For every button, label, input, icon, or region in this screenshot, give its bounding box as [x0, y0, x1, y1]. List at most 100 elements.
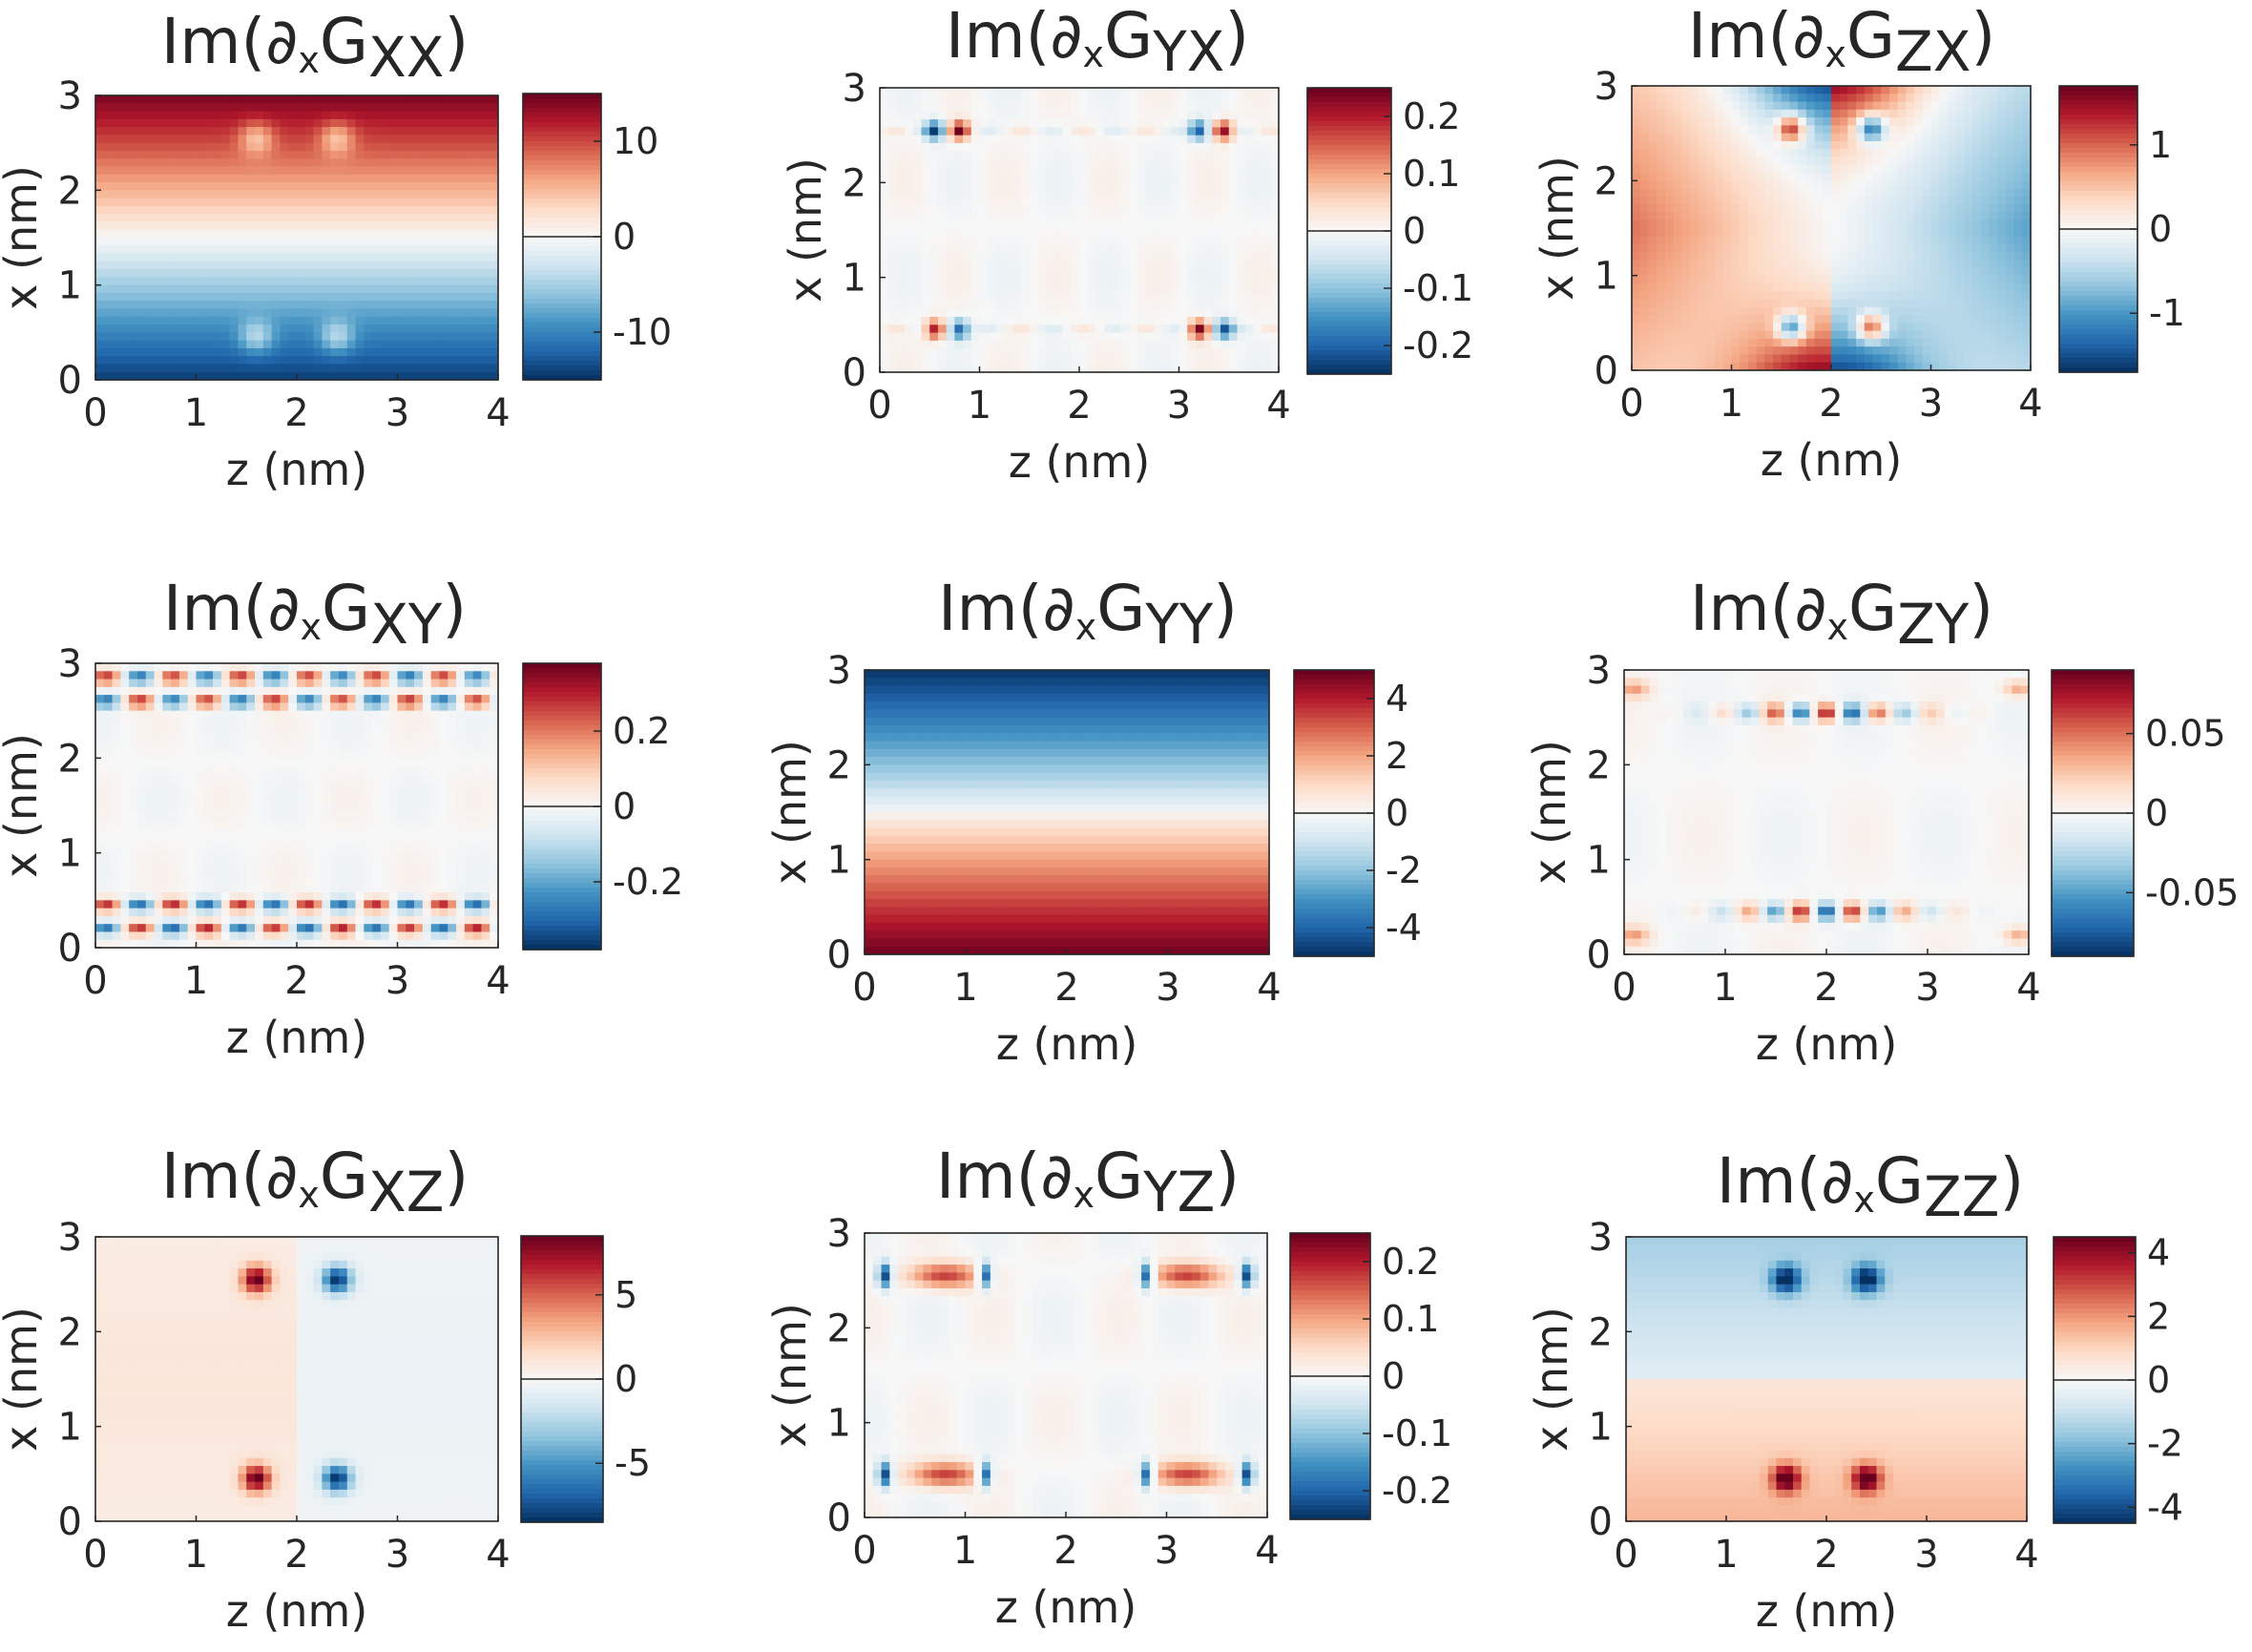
- heatmap-cell: [246, 277, 255, 285]
- heatmap-cell: [1021, 119, 1030, 128]
- heatmap-cell: [1046, 88, 1054, 96]
- heatmap-cell: [490, 182, 498, 191]
- heatmap-cell: [954, 182, 963, 191]
- colorbar-swatch: [1307, 140, 1391, 146]
- heatmap-cell: [288, 230, 297, 239]
- heatmap-cell: [330, 332, 339, 341]
- heatmap-cell: [1021, 269, 1030, 278]
- heatmap-cell: [1154, 356, 1162, 365]
- heatmap-cell: [980, 246, 989, 255]
- heatmap-cell: [1229, 348, 1238, 357]
- heatmap-cell: [996, 199, 1005, 207]
- heatmap-cell: [481, 135, 490, 143]
- figure: 0 1 2 3 40123z (nm)x (nm)Im(∂xGXX)100-100 1 2 3…: [0, 0, 2252, 1652]
- heatmap-cell: [113, 293, 121, 302]
- heatmap-cell: [1681, 94, 1690, 102]
- heatmap-cell: [880, 254, 888, 262]
- heatmap-cell: [954, 104, 963, 113]
- heatmap-cell: [221, 167, 230, 176]
- heatmap-cell: [1162, 159, 1171, 168]
- heatmap-cell: [204, 230, 213, 239]
- colorbar-swatch: [1307, 145, 1391, 151]
- heatmap-cell: [263, 293, 272, 302]
- heatmap-cell: [1162, 317, 1171, 325]
- heatmap-cell: [322, 112, 330, 120]
- heatmap-cell: [188, 309, 197, 318]
- colorbar-swatch: [1307, 279, 1391, 284]
- heatmap-cell: [272, 332, 281, 341]
- heatmap-cell: [1171, 167, 1179, 176]
- heatmap-cell: [1063, 246, 1072, 255]
- heatmap-cell: [246, 206, 255, 215]
- heatmap-cell: [1196, 119, 1204, 128]
- heatmap-cell: [1121, 222, 1130, 231]
- heatmap-cell: [1237, 127, 1245, 136]
- colorbar-swatch: [523, 256, 601, 261]
- heatmap-cell: [1113, 269, 1121, 278]
- heatmap-cell: [1137, 88, 1146, 96]
- heatmap-cell: [465, 293, 473, 302]
- heatmap-cell: [1179, 261, 1188, 270]
- heatmap-cell: [1154, 278, 1162, 286]
- heatmap-cell: [1681, 307, 1690, 316]
- heatmap-cell: [104, 135, 113, 143]
- heatmap-cell: [896, 333, 905, 342]
- heatmap-cell: [398, 127, 407, 136]
- colorbar-swatch: [1307, 331, 1391, 337]
- colorbar-swatch: [523, 366, 601, 371]
- heatmap-cell: [305, 103, 314, 112]
- heatmap-cell: [1030, 112, 1038, 120]
- heatmap-cell: [1012, 222, 1021, 231]
- heatmap-cell: [398, 103, 407, 112]
- heatmap-cell: [1681, 315, 1690, 324]
- heatmap-cell: [272, 175, 281, 183]
- heatmap-cell: [305, 364, 314, 372]
- heatmap-cell: [221, 119, 230, 128]
- colorbar-swatch: [523, 318, 601, 324]
- heatmap-cell: [1674, 117, 1682, 126]
- heatmap-cell: [204, 135, 213, 143]
- heatmap-cell: [1162, 230, 1171, 239]
- heatmap-cell: [179, 143, 188, 152]
- heatmap-cell: [1681, 173, 1690, 181]
- colorbar-swatch: [523, 299, 601, 304]
- heatmap-cell: [305, 190, 314, 199]
- heatmap-cell: [221, 221, 230, 230]
- heatmap-cell: [389, 143, 398, 152]
- heatmap-cell: [162, 293, 171, 302]
- heatmap-cell: [347, 175, 356, 183]
- heatmap-cell: [1665, 283, 1674, 292]
- heatmap-cell: [179, 309, 188, 318]
- heatmap-cell: [1012, 175, 1021, 183]
- heatmap-cell: [179, 199, 188, 207]
- heatmap-cell: [389, 254, 398, 262]
- heatmap-cell: [129, 301, 137, 309]
- heatmap-cell: [1187, 127, 1196, 136]
- heatmap-cell: [1237, 206, 1245, 215]
- heatmap-cell: [456, 167, 465, 176]
- heatmap-cell: [980, 159, 989, 168]
- heatmap-cell: [988, 269, 996, 278]
- heatmap-cell: [938, 341, 947, 349]
- heatmap-cell: [929, 191, 938, 199]
- heatmap-cell: [322, 254, 330, 262]
- heatmap-cell: [490, 261, 498, 270]
- heatmap-cell: [1113, 159, 1121, 168]
- heatmap-cell: [263, 230, 272, 239]
- heatmap-cell: [146, 119, 155, 128]
- heatmap-cell: [896, 214, 905, 222]
- heatmap-cell: [347, 214, 356, 222]
- heatmap-cell: [230, 206, 239, 215]
- heatmap-cell: [1054, 246, 1063, 255]
- heatmap-cell: [305, 95, 314, 104]
- heatmap-cell: [162, 324, 171, 333]
- heatmap-cell: [1657, 173, 1665, 181]
- heatmap-cell: [322, 356, 330, 365]
- heatmap-cell: [297, 277, 305, 285]
- heatmap-cell: [137, 119, 146, 128]
- heatmap-cell: [880, 159, 888, 168]
- heatmap-cell: [330, 245, 339, 254]
- heatmap-cell: [1632, 354, 1640, 363]
- heatmap-cell: [1005, 222, 1013, 231]
- heatmap-cell: [1262, 356, 1271, 365]
